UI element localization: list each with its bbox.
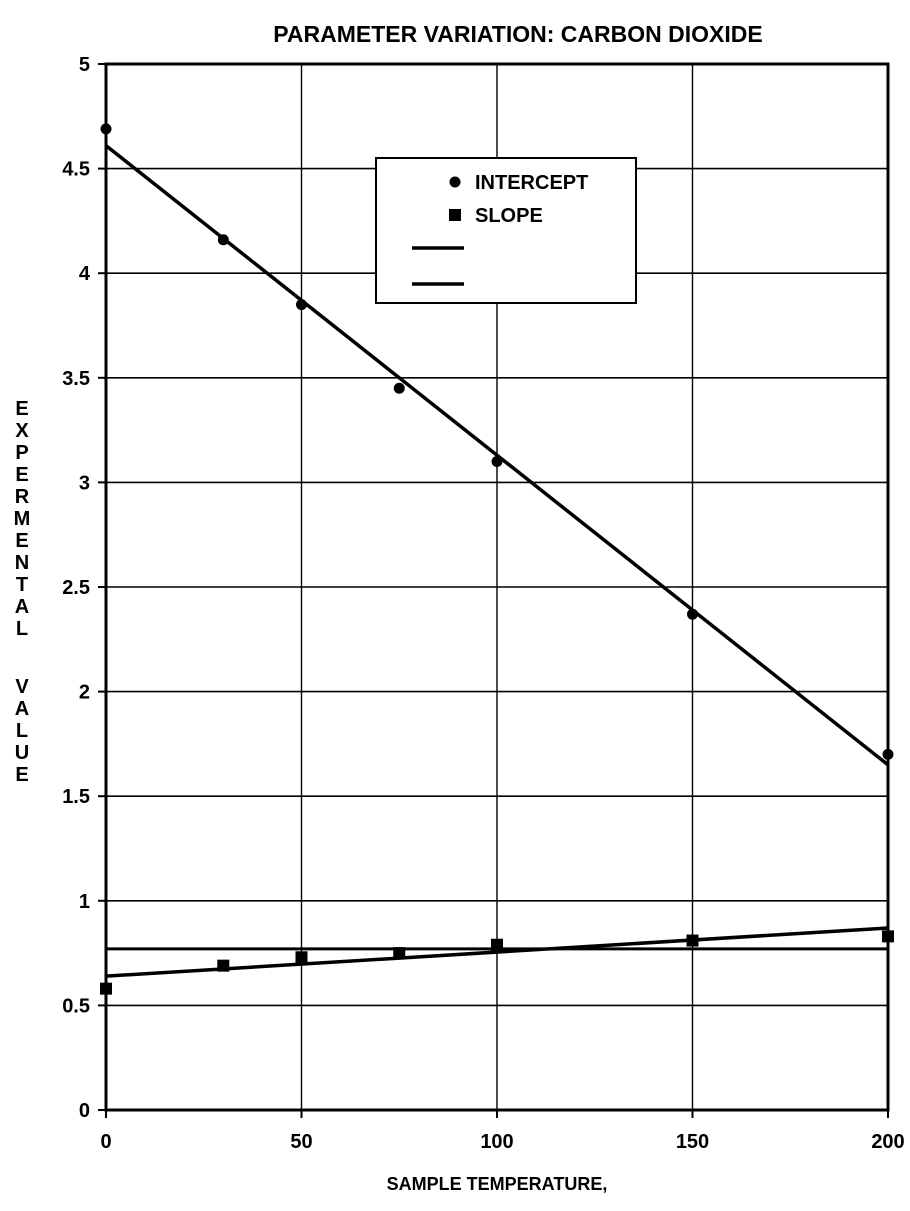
y-label-letter: E [15, 530, 28, 552]
y-tick-label: 3.5 [62, 368, 90, 390]
legend-label: INTERCEPT [475, 172, 588, 194]
intercept-point [217, 234, 229, 246]
y-label-letter: E [15, 398, 28, 420]
y-label-letter: V [15, 676, 29, 698]
intercept-point [393, 382, 405, 394]
y-tick-label: 0.5 [62, 995, 90, 1017]
slope-point [295, 951, 308, 964]
y-tick-label: 4.5 [62, 159, 90, 181]
intercept-point [687, 608, 698, 620]
intercept-point [296, 299, 307, 311]
slope-point [686, 934, 699, 947]
y-tick-label: 5 [79, 54, 90, 76]
intercept-point [491, 455, 503, 467]
y-tick-label: 1.5 [62, 786, 90, 808]
legend: INTERCEPT SLOPE [375, 157, 637, 304]
y-tick-label: 4 [79, 263, 91, 285]
fit-lines [104, 144, 890, 978]
chart-title: PARAMETER VARIATION: CARBON DIOXIDE [273, 21, 762, 47]
x-tick-label: 200 [871, 1131, 904, 1153]
y-label-letter: X [15, 420, 29, 442]
y-label-letter: R [15, 486, 30, 508]
legend-intercept-marker [449, 176, 461, 188]
plot-frame [104, 62, 890, 1112]
y-label-letter: T [16, 574, 28, 596]
x-tick-label: 0 [100, 1131, 111, 1153]
y-label-letter: L [16, 618, 28, 640]
y-tick-labels: 0 0.5 1 1.5 2 2.5 3 3.5 4 4.5 5 [62, 54, 91, 1122]
y-label-letter: A [15, 596, 29, 618]
legend-label: SLOPE [475, 205, 543, 227]
y-tick-label: 1 [79, 891, 90, 913]
slope-point [217, 959, 230, 972]
slope-point [393, 947, 406, 960]
legend-box [375, 157, 637, 304]
slope-fit-line [105, 926, 889, 978]
intercept-fit-line [104, 144, 890, 767]
x-tick-label: 150 [676, 1131, 709, 1153]
x-axis-label: SAMPLE TEMPERATURE, [387, 1174, 608, 1194]
y-tick-label: 0 [79, 1100, 90, 1122]
y-label-letter: M [14, 508, 31, 530]
y-label-letter: N [15, 552, 29, 574]
y-tick-label: 3 [79, 472, 90, 494]
y-label-letter: U [15, 742, 29, 764]
y-label-letter: A [15, 698, 29, 720]
y-label-letter: E [15, 764, 28, 786]
slope-point [491, 938, 503, 951]
y-tick-label: 2.5 [62, 577, 90, 599]
x-tick-label: 50 [290, 1131, 312, 1153]
y-tick-label: 2 [79, 682, 90, 704]
y-label-letter: P [15, 442, 28, 464]
y-label-letter: L [16, 720, 28, 742]
x-tick-label: 100 [480, 1131, 513, 1153]
y-label-letter: E [15, 464, 28, 486]
x-tick-labels: 0 50 100 150 200 [100, 1131, 904, 1153]
legend-slope-marker [449, 209, 461, 221]
